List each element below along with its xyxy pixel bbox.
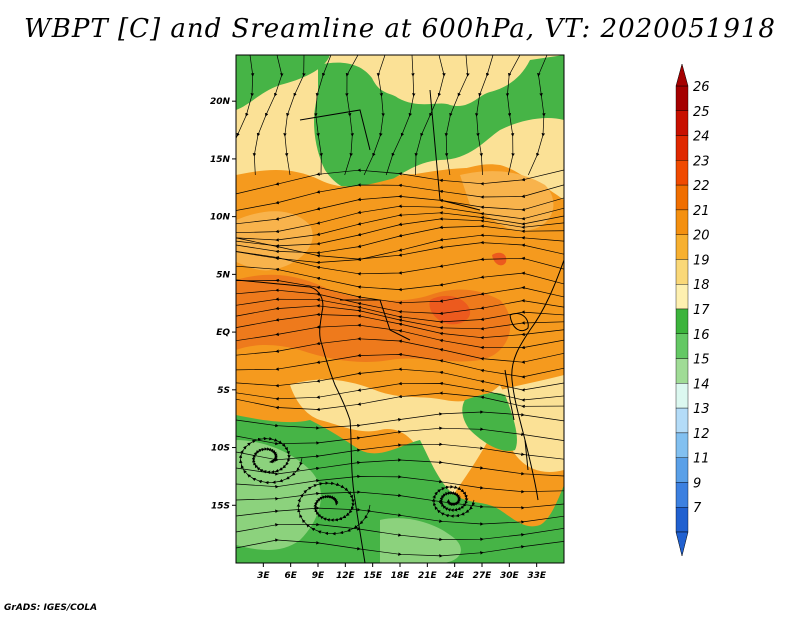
colorbar-swatch	[675, 407, 689, 434]
colorbar-swatches	[675, 85, 689, 533]
colorbar-swatch	[675, 110, 689, 136]
streamline	[236, 391, 564, 412]
streamlines-layer	[236, 55, 564, 558]
streamline	[385, 55, 416, 176]
longitude-axis: 3E 6E 9E 12E 15E 18E 21E 24E 27E 30E 33E	[257, 563, 547, 581]
streamline	[236, 522, 564, 542]
colorbar-label: 14	[693, 377, 710, 392]
streamline	[283, 55, 306, 176]
colorbar-swatch	[675, 457, 689, 483]
colorbar-swatch	[675, 284, 689, 310]
colorbar-label: 13	[693, 402, 710, 417]
streamline	[236, 506, 564, 526]
colorbar-swatch	[675, 383, 689, 409]
colorbar-swatch	[675, 507, 689, 533]
lat-tick-label: 15N	[210, 155, 231, 165]
colorbar-swatch	[675, 209, 689, 235]
lon-tick-label: 30E	[500, 571, 520, 581]
streamline	[236, 410, 564, 430]
lat-tick-label: 10S	[211, 444, 230, 454]
lon-tick-label: 6E	[284, 571, 297, 581]
colorbar-label: 12	[693, 427, 710, 442]
lon-tick-label: 27E	[473, 571, 493, 581]
colorbar-swatch	[675, 135, 689, 161]
streamline	[236, 458, 564, 477]
lon-tick-label: 15E	[363, 571, 383, 581]
colorbar-label: 24	[693, 130, 710, 145]
colorbar-label: 20	[693, 229, 710, 244]
coastline-layer	[236, 89, 564, 563]
colorbar-swatch	[675, 184, 689, 211]
colorbar-label: 23	[693, 154, 710, 169]
lon-tick-label: 18E	[391, 571, 411, 581]
colorbar-label: 19	[693, 253, 710, 268]
colorbar-swatch	[675, 160, 689, 186]
west-africa-coast	[236, 279, 324, 346]
lat-tick-label: 10N	[210, 213, 231, 223]
colorbar-label: 21	[693, 204, 710, 219]
lat-tick-label: 5S	[217, 386, 230, 396]
streamline	[505, 55, 521, 176]
lat-tick-label: 20N	[210, 97, 231, 107]
colorbar-label: 26	[693, 80, 710, 95]
streamline	[236, 168, 564, 195]
lake-malawi	[524, 439, 529, 471]
colorbar-swatch	[675, 432, 689, 458]
streamline	[236, 538, 564, 558]
colorbar-label: 17	[693, 303, 710, 318]
chart-title: WBPT [C] and Sreamline at 600hPa, VT: 20…	[24, 14, 776, 44]
streamline	[313, 55, 332, 176]
lon-tick-label: 9E	[312, 571, 325, 581]
streamline	[474, 55, 494, 176]
lat-tick-label: 5N	[216, 270, 230, 280]
colorbar-label: 22	[693, 179, 710, 194]
colorbar-swatch	[675, 259, 689, 285]
streamline	[363, 55, 386, 176]
colorbar-arrow-bottom	[675, 531, 689, 557]
colorbar-label: 7	[693, 501, 702, 516]
streamline	[444, 55, 470, 176]
colorbar-label: 15	[693, 353, 710, 368]
colorbar-swatch	[675, 85, 689, 111]
colorbar-arrow-top	[675, 63, 689, 87]
lon-tick-label: 3E	[257, 571, 270, 581]
colorbar-label: 25	[693, 105, 710, 120]
colorbar-labels: 26 25 24 23 22 21 20 19 18 17 16 15 14 13 12 11 9 7	[693, 80, 710, 516]
lon-tick-label: 12E	[336, 571, 356, 581]
colorbar-label: 18	[693, 278, 710, 293]
lake-victoria	[509, 313, 529, 332]
colorbar-swatch	[675, 308, 689, 334]
lake-tanganyika	[504, 369, 515, 421]
latitude-axis: 20N 15N 10N 5N EQ 5S 10S 15S	[210, 97, 236, 511]
colorbar-swatch	[675, 234, 689, 260]
colorbar-swatch	[675, 482, 689, 508]
lat-tick-label: EQ	[216, 328, 230, 338]
colorbar-label: 9	[693, 476, 701, 491]
east-africa-coast	[511, 259, 564, 501]
lat-tick-label: 15S	[211, 501, 230, 511]
colorbar-label: 11	[693, 452, 710, 467]
lon-tick-label: 24E	[445, 571, 465, 581]
central-africa-coast	[321, 344, 366, 563]
colorbar-swatch	[675, 333, 689, 359]
border-line-a	[340, 299, 411, 341]
lon-tick-label: 33E	[527, 571, 547, 581]
lon-tick-label: 21E	[418, 571, 438, 581]
streamline	[414, 55, 446, 176]
colorbar-swatch	[675, 358, 689, 384]
grads-credit: GrADS: IGES/COLA	[4, 603, 98, 613]
streamline	[252, 55, 284, 176]
streamline	[527, 55, 548, 176]
streamline	[236, 237, 564, 261]
colorbar-label: 16	[693, 328, 710, 343]
border-line-c	[299, 109, 371, 151]
streamline	[344, 55, 359, 176]
border-line-b	[429, 89, 481, 211]
